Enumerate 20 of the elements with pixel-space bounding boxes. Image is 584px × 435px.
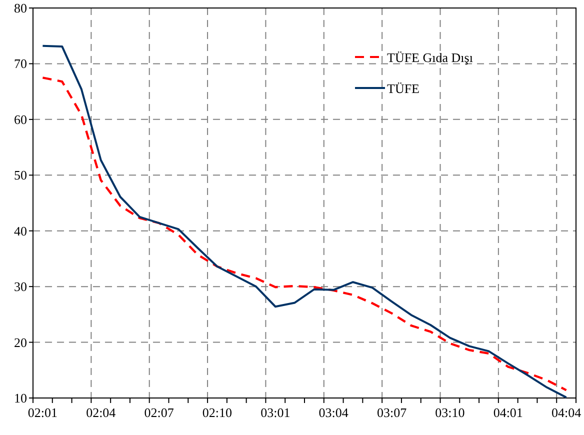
x-tick-label: 04:04 <box>551 405 582 420</box>
x-tick-label: 03:04 <box>318 405 349 420</box>
y-tick-label: 40 <box>14 223 27 238</box>
x-tick-label: 03:01 <box>260 405 290 420</box>
y-tick-label: 10 <box>14 390 27 406</box>
x-tick-label: 02:04 <box>86 405 116 420</box>
x-tick-label: 03:10 <box>435 405 465 420</box>
y-tick-label: 50 <box>14 168 27 183</box>
y-tick-label: 60 <box>14 112 27 127</box>
y-tick-label: 80 <box>14 0 27 16</box>
x-tick-label: 03:07 <box>376 405 408 420</box>
x-tick-label: 04:01 <box>493 405 523 420</box>
y-tick-label: 70 <box>14 56 27 72</box>
y-tick-label: 30 <box>14 279 27 294</box>
x-tick-label: 02:07 <box>144 405 174 420</box>
legend-label: TÜFE <box>387 81 420 96</box>
x-tick-label: 02:01 <box>28 405 58 420</box>
y-tick-label: 20 <box>14 334 27 350</box>
legend-label: TÜFE Gıda Dışı <box>387 50 474 65</box>
x-tick-label: 02:10 <box>202 405 232 420</box>
